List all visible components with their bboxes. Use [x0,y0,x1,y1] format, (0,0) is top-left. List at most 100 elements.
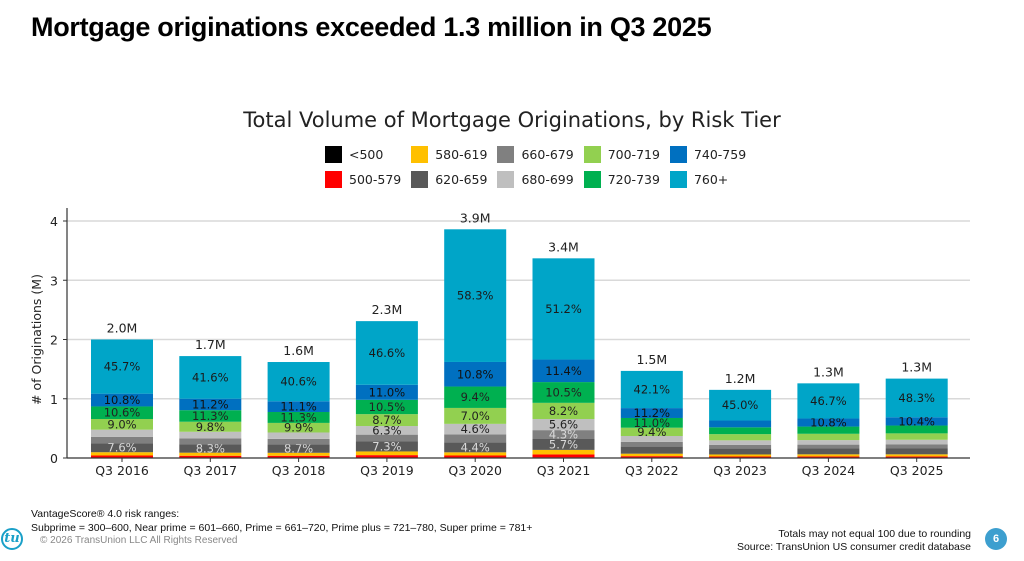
legend-swatch [497,171,515,188]
source-notes: Totals may not equal 100 due to rounding… [737,528,971,554]
legend-item: 760+ [669,171,746,188]
legend-item: 680-699 [497,171,574,188]
legend-item: 740-759 [669,146,746,163]
segment-label: 9.9% [284,421,313,435]
bar-segment [885,456,948,458]
y-tick-label: 3 [50,273,58,288]
segment-label: 5.7% [549,437,578,451]
bar-segment [355,434,418,442]
segment-label: 10.8% [457,367,494,381]
source-text: Source: TransUnion US consumer credit da… [736,541,971,553]
bar-segment [709,454,772,457]
legend-swatch [411,146,429,163]
risk-range-notes-heading: VantageScore® 4.0 risk ranges: [31,508,180,520]
bar-segment [444,455,507,458]
segment-label: 10.5% [369,400,406,414]
bar-segment [797,418,860,427]
segment-label: 6.3% [372,423,401,437]
bar-segment [267,455,330,458]
bar-segment [797,433,860,441]
bar-segment [885,444,948,449]
legend-label: 700-719 [607,147,660,162]
segment-label: 8.7% [372,413,401,427]
legend-swatch [411,171,429,188]
bar-segment [179,444,242,453]
x-tick-label: Q3 2020 [448,463,502,478]
segment-label: 7.0% [461,409,490,423]
bar-total-label: 3.9M [460,210,491,225]
bar-segment [355,451,418,456]
bar-segment [709,440,772,445]
bar-segment [444,386,507,408]
bar-segment [620,456,683,458]
segment-label: 45.0% [722,398,759,412]
segment-label: 9.4% [461,390,490,404]
bar-segment [91,455,153,458]
x-tick-label: Q3 2024 [802,463,856,478]
bar-segment [179,438,242,445]
legend-item: <500 [325,146,401,163]
x-tick-label: Q3 2019 [360,463,414,478]
y-tick-label: 2 [50,333,58,348]
legend-label: 660-679 [521,147,574,162]
bar-segment [91,339,153,394]
bar-segment [885,439,948,445]
bar-segment [532,402,595,420]
bar-segment [885,417,948,426]
legend-swatch [325,146,342,163]
segment-label: 11.2% [192,397,229,411]
bar-segment [885,454,948,457]
x-tick-label: Q3 2016 [95,463,149,478]
legend-label: 720-739 [607,172,660,187]
y-tick-label: 1 [50,392,58,407]
legend-label: 760+ [693,172,729,187]
legend-label: 680-699 [521,172,574,187]
bar-segment [709,444,772,449]
bar-segment [267,444,330,453]
legend-label: 580-619 [435,147,488,162]
bar-segment [444,423,507,435]
legend-item: 500-579 [325,171,401,188]
segment-label: 4.3% [549,427,578,441]
segment-label: 46.6% [369,346,406,360]
legend-swatch [325,171,342,188]
chart-title: Total Volume of Mortgage Originations, b… [243,108,781,132]
bar-segment [355,441,418,452]
segment-label: 58.3% [457,289,494,303]
bar-total-label: 1.5M [636,352,667,367]
x-tick-label: Q3 2017 [184,463,238,478]
bar-total-label: 1.3M [901,360,932,375]
chart-legend: <500 580-619 660-679 700-719 740-759 500-579 6… [325,146,746,188]
bar-segment [267,452,330,456]
legend-item: 580-619 [411,146,487,163]
bar-segment [91,452,153,456]
bar-total-label: 2.0M [107,321,138,336]
bar-segment [91,419,153,430]
segment-label: 5.6% [549,418,578,432]
bar-segment [267,432,330,439]
x-tick-label: Q3 2022 [625,463,679,478]
x-tick-label: Q3 2021 [537,463,591,478]
bar-segment [797,444,860,449]
bar-total-label: 1.7M [195,337,226,352]
bar-segment [620,436,683,442]
bar-segment [532,430,595,439]
bar-segment [709,456,772,458]
bar-segment [91,443,153,453]
bar-segment [179,452,242,456]
segment-label: 10.8% [104,393,141,407]
bar-total-label: 1.2M [725,371,756,386]
bar-segment [444,452,507,456]
segment-label: 40.6% [280,375,317,389]
x-tick-label: Q3 2025 [890,463,944,478]
bar-segment [444,442,507,453]
bar-segment [532,359,595,383]
segment-label: 11.3% [280,410,317,424]
rounding-note: Totals may not equal 100 due to rounding [778,528,971,540]
bar-segment [797,426,860,434]
bar-segment [709,427,772,435]
segment-label: 9.0% [107,417,136,431]
legend-swatch [669,146,687,163]
segment-label: 11.0% [369,385,406,399]
